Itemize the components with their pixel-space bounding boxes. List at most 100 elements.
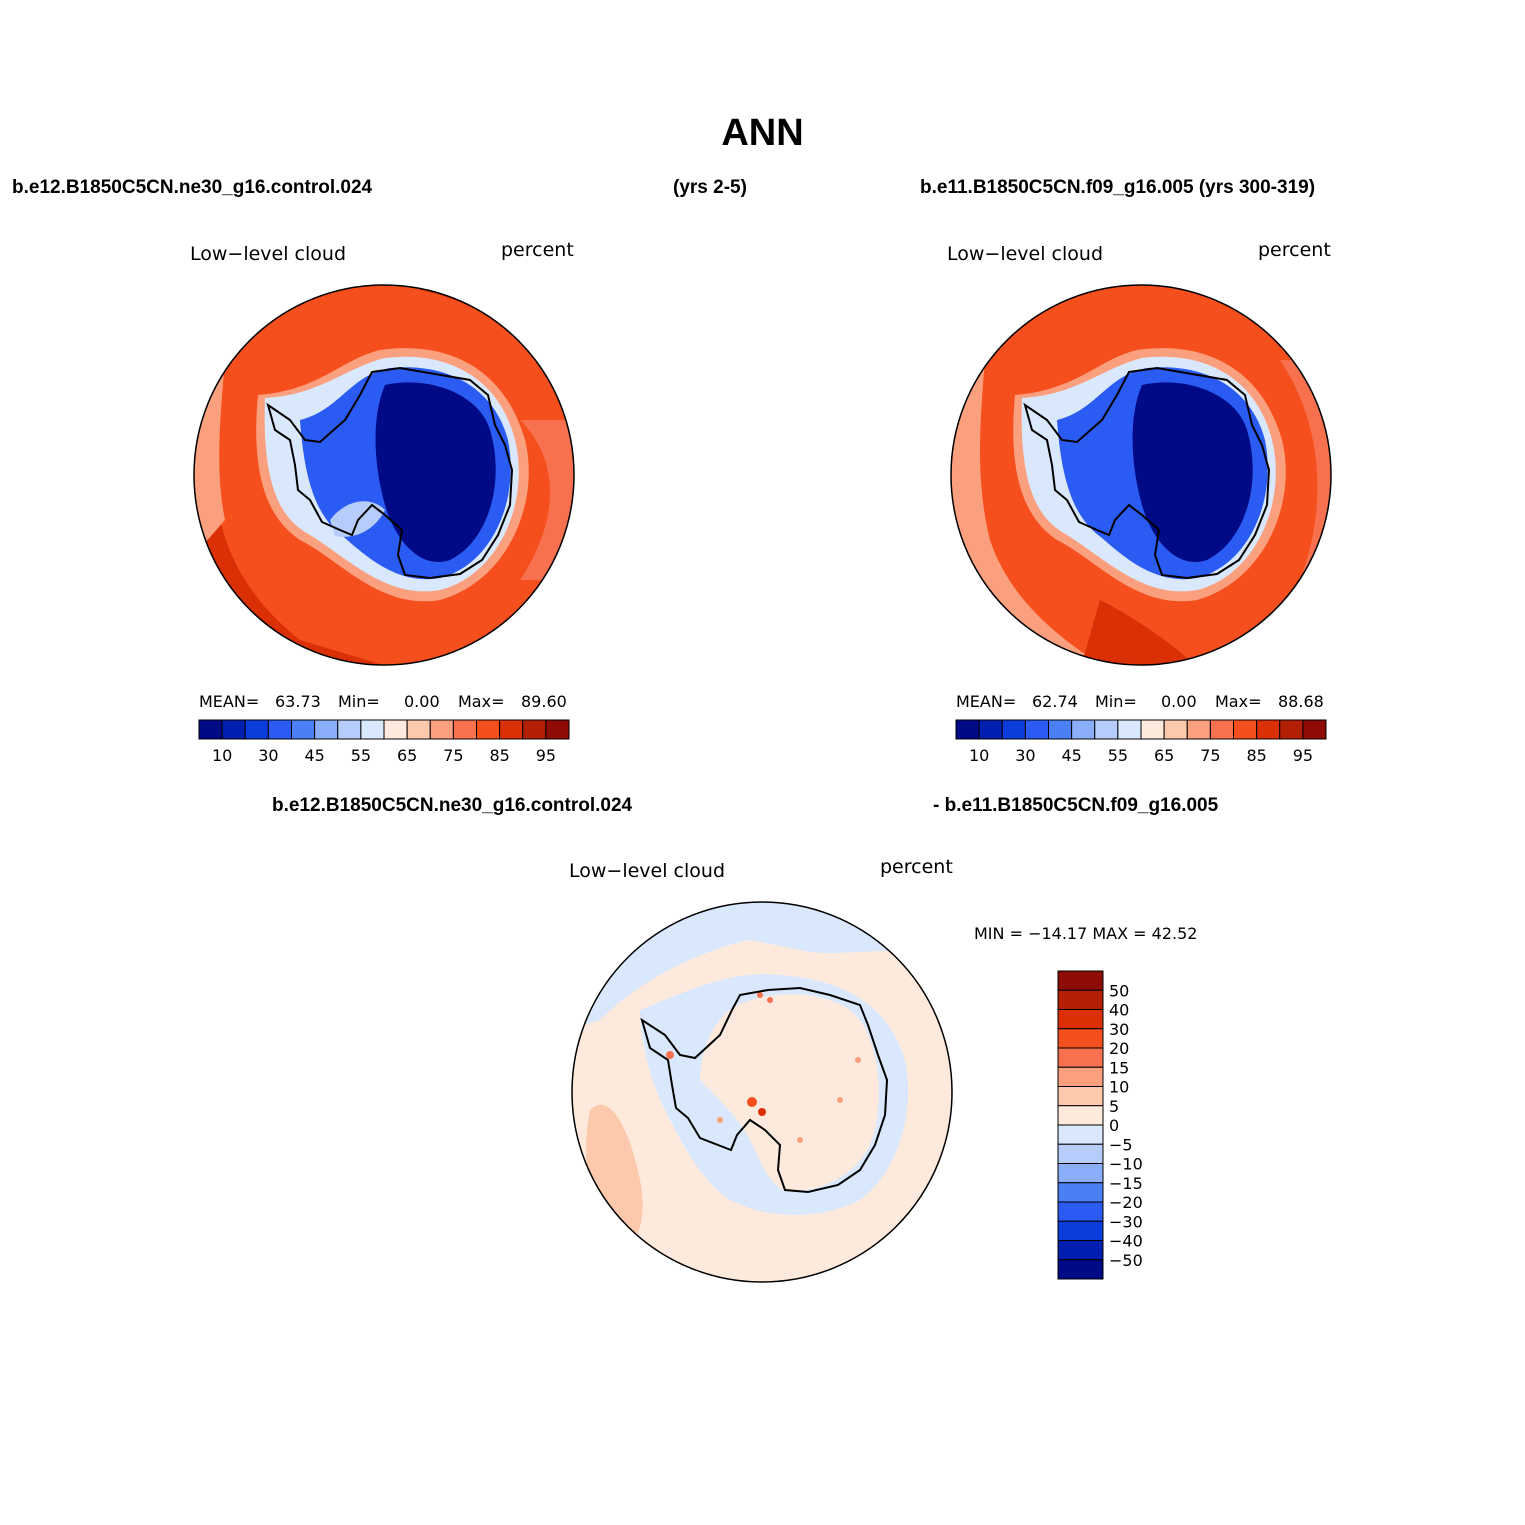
colorbar-swatch (1233, 719, 1258, 740)
colorbar-swatch (1057, 989, 1104, 1010)
colorbar-tick-label: −40 (1109, 1232, 1143, 1251)
colorbar-tick-label: 85 (1246, 746, 1266, 765)
colorbar-tick-label: 40 (1109, 1001, 1129, 1020)
page-title: ANN (721, 112, 804, 154)
panel1-max-label: Max= (458, 692, 505, 711)
panel2-variable-label: Low−level cloud (947, 243, 1104, 265)
colorbar-tick-label: 45 (1061, 746, 1081, 765)
colorbar-tick-label: 10 (969, 746, 989, 765)
panel1-units-label: percent (501, 239, 574, 261)
colorbar-swatch (499, 719, 524, 740)
colorbar-swatch (221, 719, 246, 740)
colorbar-swatch (383, 719, 408, 740)
colorbar-swatch (1071, 719, 1096, 740)
colorbar-swatch (1094, 719, 1119, 740)
colorbar-swatch (1057, 1124, 1104, 1145)
colorbar-tick-label: 85 (489, 746, 509, 765)
panel1-variable-label: Low−level cloud (190, 243, 347, 265)
colorbar-swatch (1048, 719, 1073, 740)
colorbar-tick-label: −50 (1109, 1251, 1143, 1270)
colorbar-swatch (545, 719, 570, 740)
colorbar-swatch (1001, 719, 1026, 740)
colorbar-swatch (1140, 719, 1165, 740)
colorbar-swatch (1057, 1028, 1104, 1049)
panel2-max-value: 88.68 (1278, 692, 1324, 711)
header-case2: b.e11.B1850C5CN.f09_g16.005 (yrs 300-319… (920, 177, 1316, 198)
colorbar-swatch (1057, 1143, 1104, 1164)
header-diff-case1: b.e12.B1850C5CN.ne30_g16.control.024 (272, 795, 633, 816)
colorbar-swatch (452, 719, 477, 740)
colorbar-tick-label: 75 (1200, 746, 1220, 765)
colorbar-swatch (429, 719, 454, 740)
panel2-units-label: percent (1258, 239, 1331, 261)
panel3-minmax-text: MIN = −14.17 MAX = 42.52 (974, 924, 1198, 943)
colorbar-swatch (1057, 1163, 1104, 1184)
panel2-max-label: Max= (1215, 692, 1262, 711)
map-panel1 (193, 284, 575, 666)
colorbar-swatch (1057, 1259, 1104, 1280)
colorbar-swatch (1209, 719, 1234, 740)
colorbar-tick-label: 10 (1109, 1078, 1129, 1097)
panel1-max-value: 89.60 (521, 692, 567, 711)
colorbar-tick-label: 30 (1015, 746, 1035, 765)
colorbar-swatch (1057, 1220, 1104, 1241)
panel1-mean-value: 63.73 (275, 692, 321, 711)
colorbar-tick-label: −5 (1109, 1135, 1133, 1154)
colorbar-swatch (314, 719, 339, 740)
colorbar-swatch (1057, 1240, 1104, 1261)
colorbar-swatch (1117, 719, 1142, 740)
header-case1: b.e12.B1850C5CN.ne30_g16.control.024 (12, 177, 373, 198)
panel2-mean-label: MEAN= (956, 692, 1017, 711)
colorbar-panel1: 10 30 45 55 65 75 85 95 (198, 719, 570, 765)
colorbar-tick-label: 55 (351, 746, 371, 765)
colorbar-tick-label: −10 (1109, 1155, 1143, 1174)
colorbar-swatch (1057, 1182, 1104, 1203)
colorbar-tick-label: 5 (1109, 1097, 1119, 1116)
colorbar-swatch (1057, 1047, 1104, 1068)
colorbar-swatch (360, 719, 385, 740)
colorbar-swatch (1057, 970, 1104, 991)
colorbar-swatch (1186, 719, 1211, 740)
panel3-variable-label: Low−level cloud (569, 860, 726, 882)
header-case1-years: (yrs 2-5) (673, 177, 747, 198)
colorbar-swatch (1302, 719, 1327, 740)
colorbar-swatch (267, 719, 292, 740)
colorbar-swatch (955, 719, 980, 740)
colorbar-swatch (1057, 1105, 1104, 1126)
colorbar-swatch (244, 719, 269, 740)
colorbar-swatch (522, 719, 547, 740)
header-diff-case2: - b.e11.B1850C5CN.f09_g16.005 (933, 795, 1219, 816)
colorbar-swatch (1057, 1066, 1104, 1087)
colorbar-tick-label: 30 (1109, 1020, 1129, 1039)
colorbar-tick-label: 95 (536, 746, 556, 765)
panel1-min-value: 0.00 (404, 692, 440, 711)
panel2-min-label: Min= (1095, 692, 1137, 711)
panel3-units-label: percent (880, 856, 953, 878)
colorbar-tick-label: 55 (1108, 746, 1128, 765)
colorbar-tick-label: 45 (304, 746, 324, 765)
colorbar-tick-label: 65 (1154, 746, 1174, 765)
colorbar-swatch (978, 719, 1003, 740)
colorbar-tick-label: 75 (443, 746, 463, 765)
map-panel2 (950, 284, 1332, 666)
colorbar-tick-label: 65 (397, 746, 417, 765)
colorbar-tick-label: 0 (1109, 1116, 1119, 1135)
colorbar-swatch (476, 719, 501, 740)
colorbar-swatch (198, 719, 223, 740)
colorbar-swatch (1279, 719, 1304, 740)
map-panel3-difference (571, 901, 953, 1283)
colorbar-swatch (406, 719, 431, 740)
colorbar-tick-label: 15 (1109, 1058, 1129, 1077)
colorbar-swatch (1057, 1009, 1104, 1030)
colorbar-tick-label: −20 (1109, 1193, 1143, 1212)
colorbar-swatch (337, 719, 362, 740)
colorbar-tick-label: 50 (1109, 981, 1129, 1000)
colorbar-swatch (1057, 1201, 1104, 1222)
colorbar-tick-label: 10 (212, 746, 232, 765)
panel1-mean-label: MEAN= (199, 692, 260, 711)
panel2-min-value: 0.00 (1161, 692, 1197, 711)
colorbar-tick-label: 30 (258, 746, 278, 765)
colorbar-panel2: 10 30 45 55 65 75 85 95 (955, 719, 1327, 765)
